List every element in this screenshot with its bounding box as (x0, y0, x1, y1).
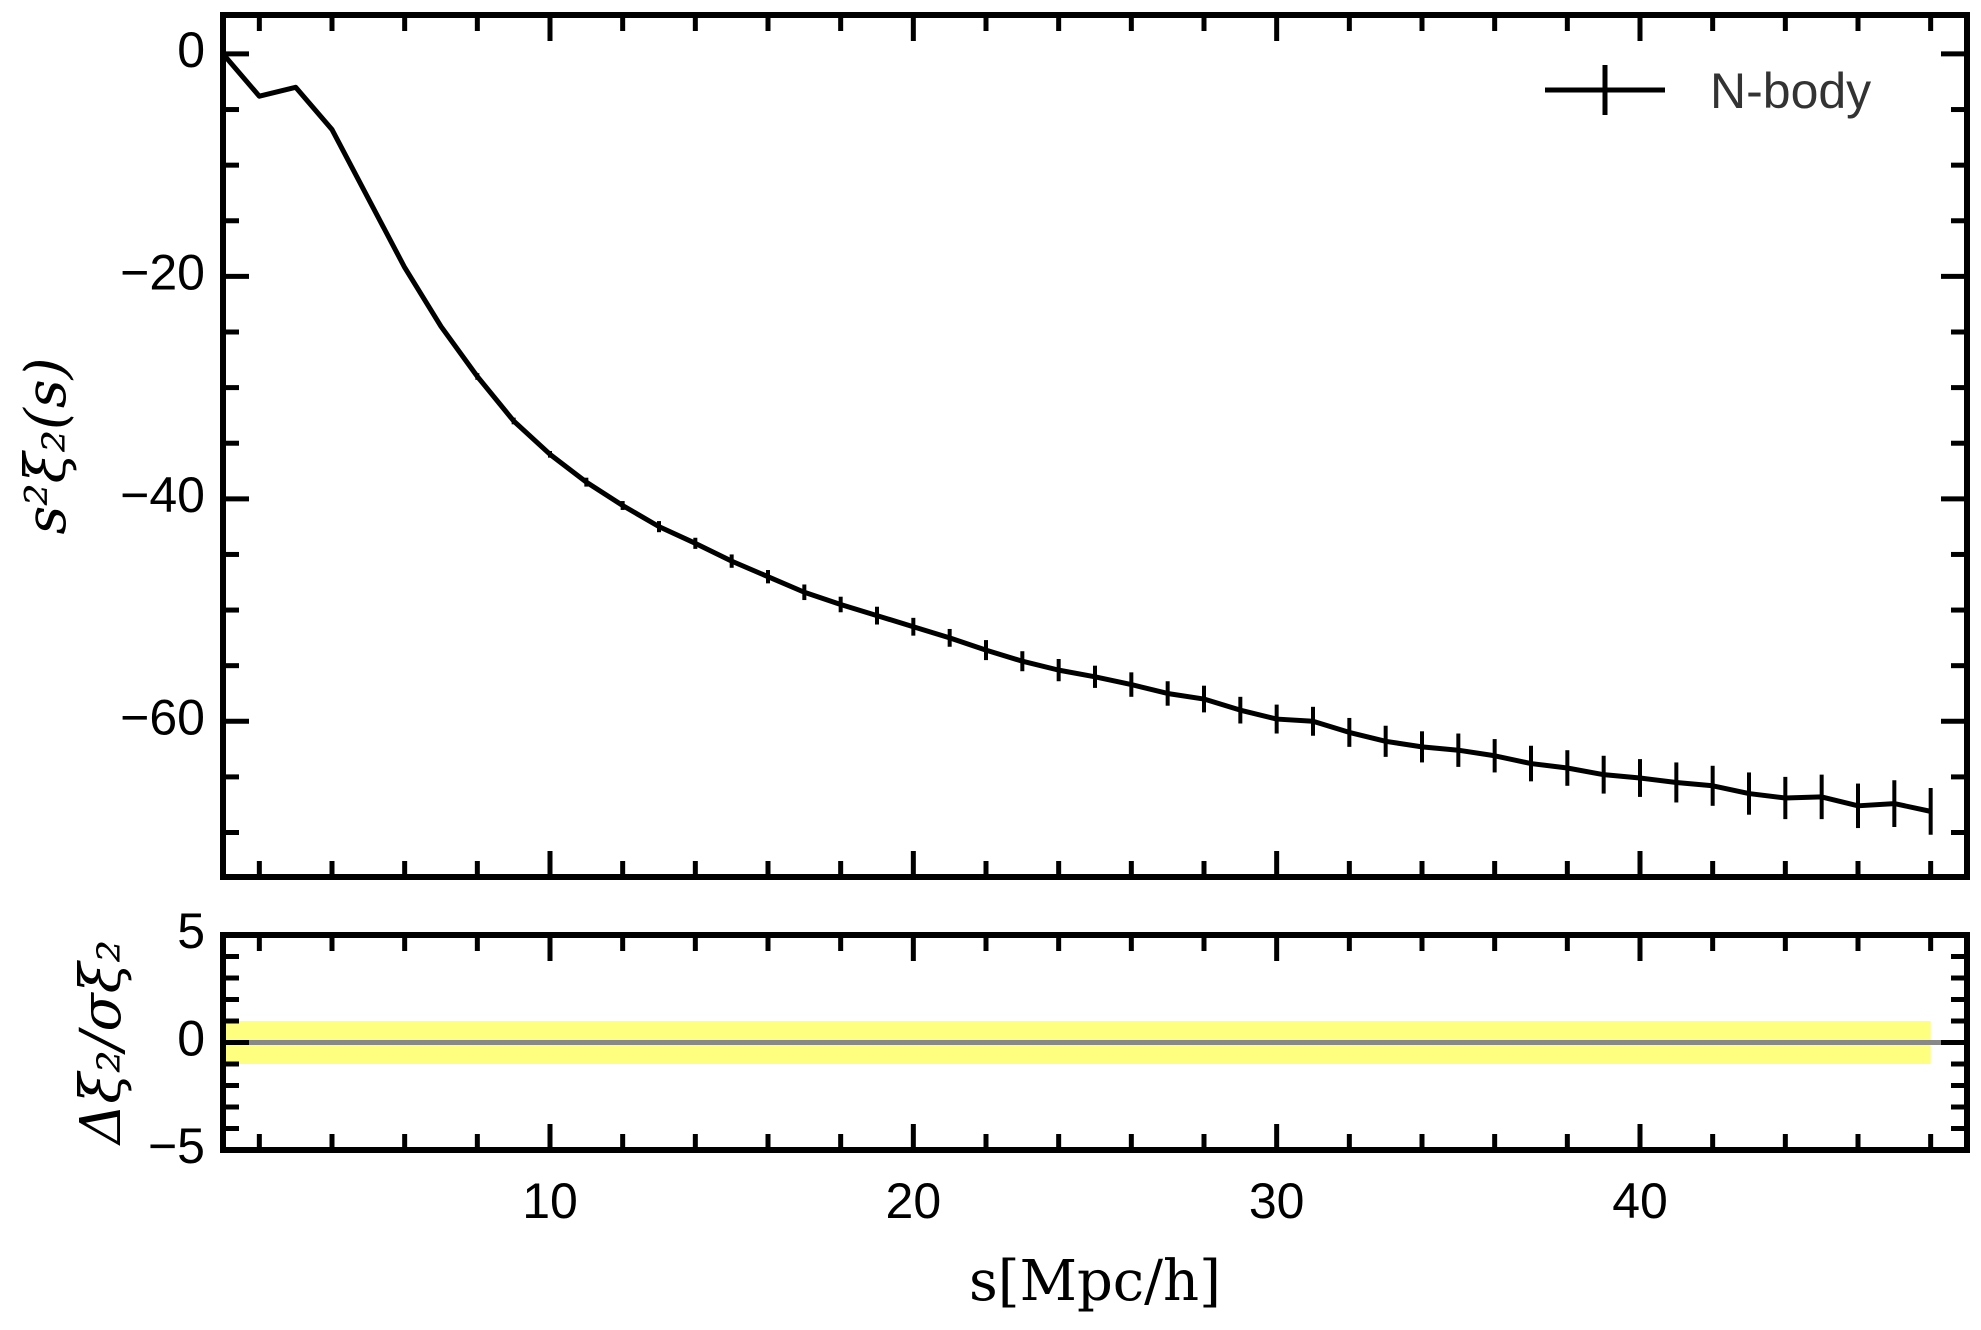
main-ytick-label: −60 (120, 689, 205, 745)
main-data (221, 52, 1933, 835)
x-tick-label: 40 (1612, 1173, 1668, 1229)
x-tick-label: 30 (1249, 1173, 1305, 1229)
x-tick-label: 10 (522, 1173, 578, 1229)
main-ytick-labels: 0 −20 −40 −60 (120, 22, 205, 745)
residual-plot-frame (220, 932, 1970, 1153)
main-ticks (223, 15, 1967, 877)
n-body-line (221, 52, 1932, 814)
residual-ytick-label: −5 (148, 1118, 205, 1174)
residual-ytick-labels: 5 0 −5 (148, 903, 205, 1174)
residual-ytick-label: 5 (177, 903, 205, 959)
main-ytick-label: −40 (120, 467, 205, 523)
main-panel: 0 −20 −40 −60 s²ξ₂(s) N-body (14, 12, 1970, 880)
residual-y-axis-label: Δξ₂/σξ₂ (69, 940, 134, 1146)
main-ytick-label: −20 (120, 245, 205, 301)
residual-panel: 5 0 −5 10 20 30 40 Δξ₂/σξ₂ s[Mpc/h] (69, 903, 1970, 1314)
legend-label: N-body (1710, 63, 1871, 119)
x-axis-label: s[Mpc/h] (969, 1249, 1221, 1314)
x-tick-label: 20 (886, 1173, 942, 1229)
residual-band (223, 1021, 1967, 1064)
main-ytick-label: 0 (177, 22, 205, 78)
x-tick-labels: 10 20 30 40 (522, 1173, 1668, 1229)
main-y-axis-label: s²ξ₂(s) (14, 358, 79, 535)
legend: N-body (1545, 63, 1871, 119)
residual-ytick-label: 0 (177, 1011, 205, 1067)
main-plot-frame (220, 12, 1970, 880)
